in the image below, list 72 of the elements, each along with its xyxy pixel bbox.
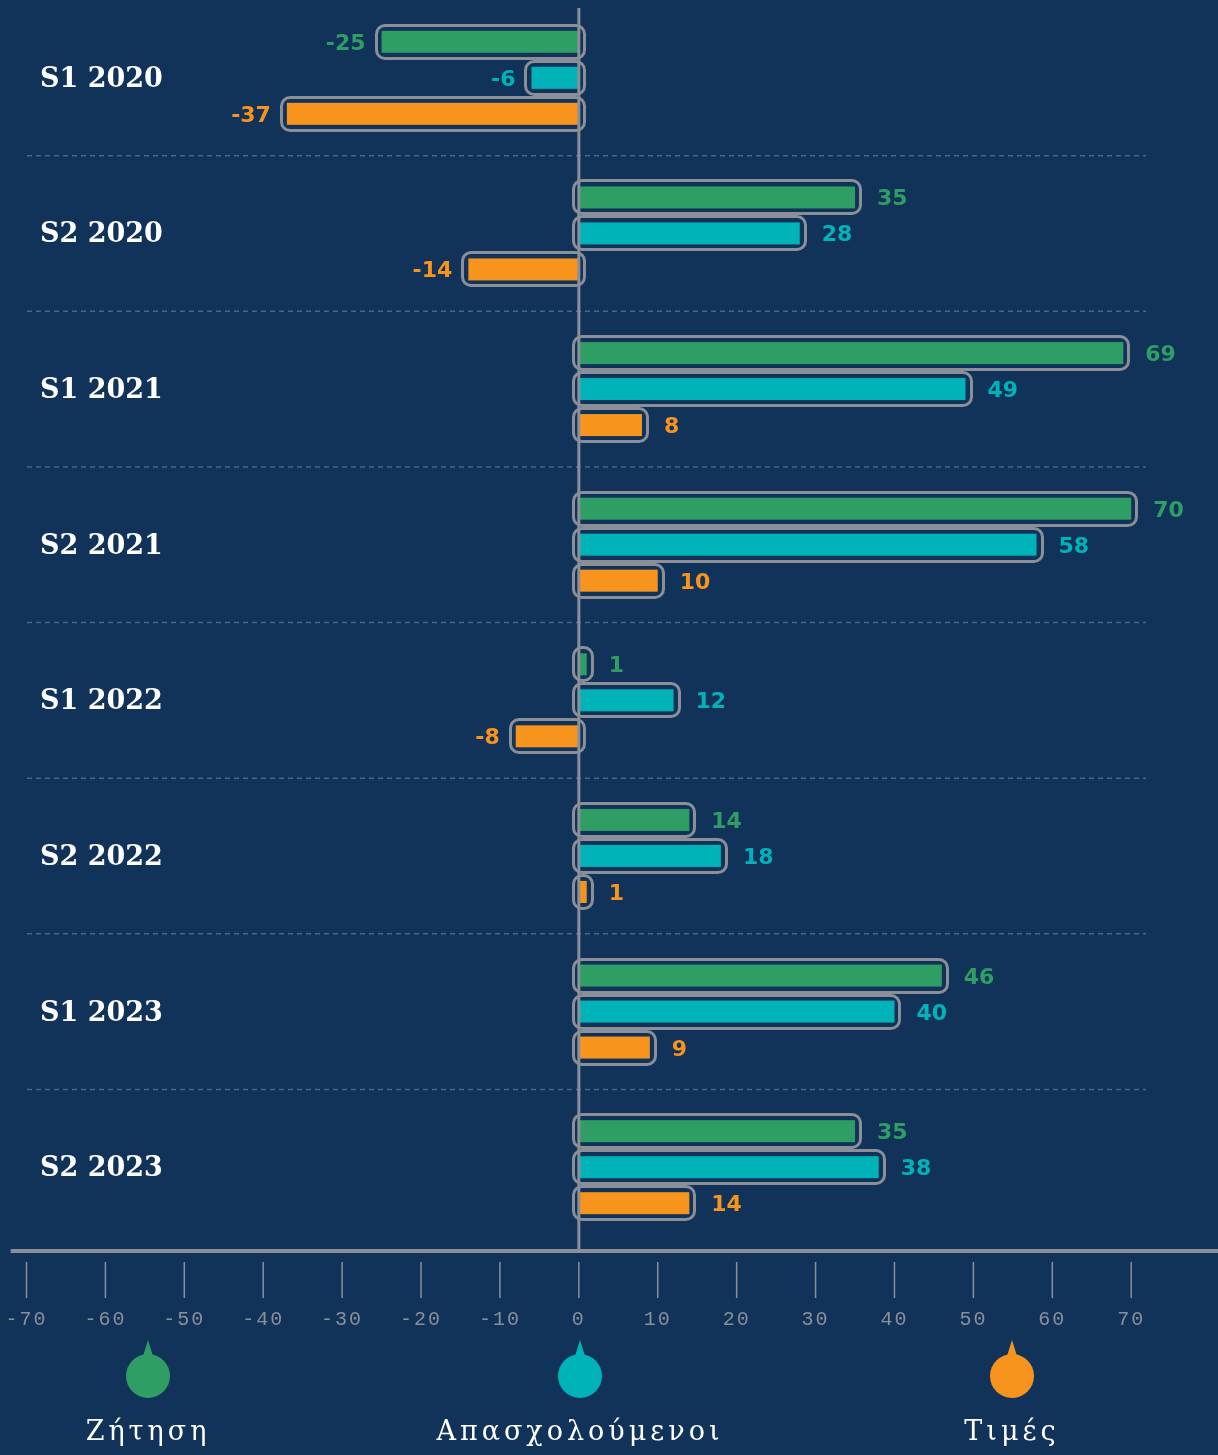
x-tick-label: -40 (242, 1308, 285, 1331)
x-tick-label: 40 (880, 1308, 909, 1331)
y-tick-label: S1 2021 (40, 373, 163, 405)
x-tick-label: -30 (321, 1308, 364, 1331)
data-label: 1 (608, 879, 625, 905)
y-tick-label: S2 2022 (40, 839, 163, 871)
data-label: 40 (916, 999, 948, 1025)
bar (578, 497, 1132, 520)
data-label: -37 (231, 101, 271, 127)
bar (578, 533, 1037, 556)
data-label: 14 (711, 807, 742, 833)
data-label: 70 (1153, 496, 1184, 522)
data-label: 10 (679, 568, 711, 594)
data-label: 18 (742, 843, 774, 869)
bar (578, 1192, 690, 1215)
x-tick-label: 50 (959, 1308, 988, 1331)
data-label: 14 (711, 1191, 742, 1217)
bar (578, 1000, 895, 1023)
bar (578, 1120, 856, 1143)
y-tick-label: S2 2021 (40, 528, 163, 560)
x-tick-label: 20 (722, 1308, 751, 1331)
y-tick-label: S2 2020 (40, 217, 163, 249)
bar (578, 378, 966, 401)
y-tick-label: S1 2023 (40, 995, 163, 1027)
data-label: 12 (695, 688, 727, 714)
data-label: -8 (475, 724, 500, 750)
data-label: 35 (877, 185, 908, 211)
y-tick-label: S1 2022 (40, 684, 163, 716)
data-label: -25 (325, 29, 366, 55)
data-label: 28 (821, 221, 853, 247)
bar (578, 844, 721, 867)
data-label: 49 (987, 377, 1019, 403)
bar (381, 30, 579, 53)
legend-label: Απασχολούμενοι (435, 1415, 724, 1446)
data-label: -6 (491, 65, 516, 91)
bar (578, 342, 1124, 365)
x-tick-label: 10 (643, 1308, 672, 1331)
data-label: 58 (1058, 532, 1090, 558)
data-label: 1 (608, 652, 625, 678)
x-tick-label: -60 (84, 1308, 127, 1331)
x-tick-label: 0 (571, 1308, 586, 1331)
bar (578, 186, 856, 209)
x-tick-label: -20 (400, 1308, 443, 1331)
bar (578, 1036, 650, 1059)
bar (578, 222, 800, 245)
bar (531, 66, 579, 89)
bar (578, 689, 674, 712)
bar (578, 964, 942, 987)
y-tick-label: S2 2023 (40, 1151, 163, 1183)
data-label: 69 (1145, 341, 1176, 367)
data-label: 8 (663, 413, 680, 439)
bar (515, 725, 579, 748)
legend-label: Ζήτηση (85, 1415, 211, 1446)
x-tick-label: 70 (1117, 1308, 1146, 1331)
x-tick-label: 30 (801, 1308, 830, 1331)
data-label: -14 (412, 257, 453, 283)
bar (578, 414, 642, 437)
bar (578, 569, 658, 592)
x-tick-label: -10 (478, 1308, 521, 1331)
data-label: 9 (671, 1035, 688, 1061)
data-label: 35 (877, 1119, 908, 1145)
bar (578, 1156, 879, 1179)
x-tick-label: -70 (5, 1308, 48, 1331)
x-tick-label: 60 (1038, 1308, 1067, 1331)
y-tick-label: S1 2020 (40, 61, 163, 93)
bar (578, 808, 690, 831)
bar (286, 102, 579, 125)
legend-label: Τιμές (964, 1415, 1060, 1446)
bar (468, 258, 579, 281)
data-label: 38 (900, 1155, 932, 1181)
data-label: 46 (963, 963, 995, 989)
x-tick-label: -50 (163, 1308, 206, 1331)
